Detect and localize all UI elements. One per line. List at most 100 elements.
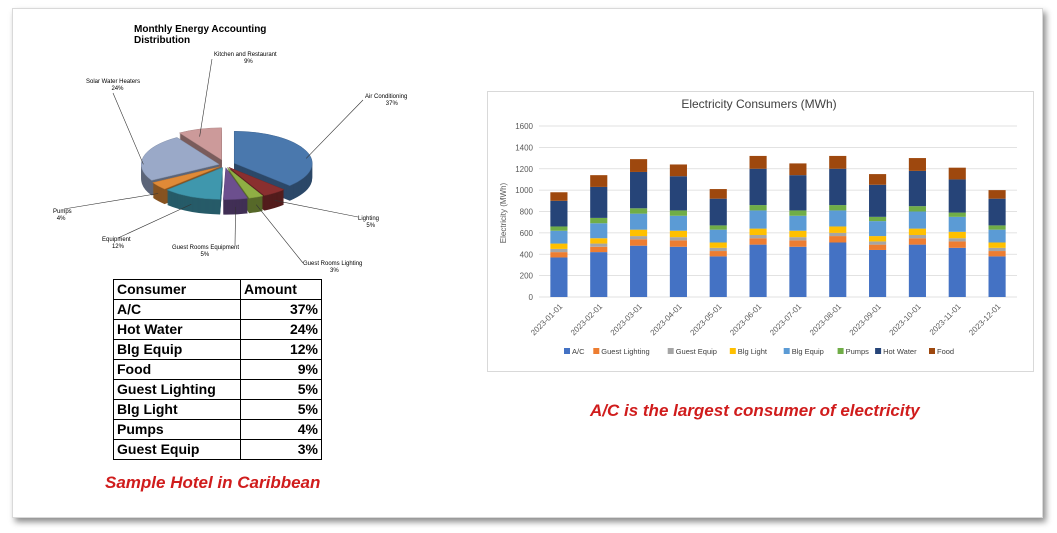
caption-largest-consumer: A/C is the largest consumer of electrici… — [590, 401, 920, 420]
bar-segment — [630, 208, 648, 214]
pie-category-label: Air Conditioning — [365, 94, 407, 100]
bar-segment — [988, 198, 1006, 226]
pie-leader-line — [274, 200, 359, 218]
pie-category-label: Equipment — [102, 237, 131, 243]
pie-category-label: Kitchen and Restaurant — [214, 52, 277, 58]
bar-segment — [669, 246, 687, 297]
bar-chart-title: Electricity Consumers (MWh) — [681, 97, 836, 111]
bar-segment — [709, 225, 727, 230]
bar-segment — [869, 221, 887, 237]
bar-segment — [869, 184, 887, 217]
bar-segment — [829, 232, 847, 237]
pie-slice — [233, 131, 313, 186]
bar-segment — [829, 155, 847, 169]
bar-segment — [948, 167, 966, 180]
pie-category-label: Solar Water Heaters — [86, 79, 140, 85]
bar-segment — [550, 252, 568, 258]
bar-segment — [550, 192, 568, 201]
bar-segment — [550, 257, 568, 297]
bar-segment — [669, 176, 687, 211]
stacked-bar-chart: Electricity Consumers (MWh) Electricity … — [499, 97, 1017, 356]
table-cell-amount: 12% — [240, 339, 322, 360]
bar-segment — [829, 168, 847, 206]
bar-segment — [630, 236, 648, 240]
pie-leader-line — [234, 206, 236, 246]
legend-swatch — [837, 348, 844, 354]
bar-segment — [789, 215, 807, 231]
bar-segment — [829, 226, 847, 233]
table-row: Hot Water 24% — [113, 319, 322, 340]
bar-segment — [749, 238, 767, 245]
bar-segment — [908, 158, 926, 171]
table-cell-amount: 9% — [240, 359, 322, 380]
bar-segment — [630, 159, 648, 172]
pie-leader-line — [117, 204, 192, 239]
bar-segment — [908, 211, 926, 229]
caption-sample-hotel: Sample Hotel in Caribbean — [105, 473, 321, 492]
bar-segment — [550, 226, 568, 231]
pie-category-label: Guest Rooms Equipment — [172, 245, 239, 251]
table-cell-amount: 5% — [240, 399, 322, 420]
bar-segment — [829, 205, 847, 211]
legend-label: Food — [937, 347, 954, 356]
bar-segment — [590, 252, 608, 297]
bar-segment — [948, 238, 966, 242]
y-tick-label: 1400 — [515, 143, 533, 152]
table-row: Guest Lighting 5% — [113, 379, 322, 400]
bar-segment — [709, 256, 727, 297]
x-tick-label: 2023-07-01 — [768, 302, 804, 338]
table-header-amount: Amount — [240, 279, 322, 300]
bar-segment — [948, 212, 966, 217]
legend-swatch — [729, 348, 736, 354]
bar-segment — [749, 228, 767, 236]
bar-segment — [749, 168, 767, 206]
legend-label: Hot Water — [883, 347, 917, 356]
table-cell-consumer: Pumps — [113, 419, 241, 440]
bar-segment — [948, 179, 966, 213]
bar-segment — [908, 238, 926, 245]
pie-slice — [178, 127, 222, 161]
table-cell-consumer: Guest Equip — [113, 439, 241, 460]
table-cell-consumer: A/C — [113, 299, 241, 320]
bar-segment — [869, 236, 887, 242]
x-tick-label: 2023-02-01 — [569, 302, 605, 338]
bar-segment — [590, 223, 608, 239]
legend-label: Pumps — [846, 347, 870, 356]
pie-leader-line — [63, 193, 159, 210]
bar-segment — [869, 244, 887, 250]
table-header-consumer: Consumer — [113, 279, 241, 300]
bar-segment — [789, 230, 807, 238]
pie-slice — [223, 166, 249, 200]
pie-leader-line — [305, 99, 364, 159]
legend-swatch — [783, 348, 790, 354]
bar-segment — [829, 242, 847, 297]
y-tick-label: 200 — [520, 272, 534, 281]
bar-segment — [669, 240, 687, 247]
bar-segment — [789, 175, 807, 211]
bar-segment — [550, 243, 568, 249]
bar-segment — [988, 256, 1006, 297]
bar-segment — [550, 248, 568, 253]
table-cell-consumer: Guest Lighting — [113, 379, 241, 400]
bar-segment — [550, 200, 568, 227]
bar-segment — [988, 190, 1006, 199]
y-tick-label: 800 — [520, 208, 534, 217]
pie-value-label: 37% — [386, 101, 399, 107]
table-cell-consumer: Food — [113, 359, 241, 380]
bar-segment — [988, 225, 1006, 230]
bar-segment — [669, 237, 687, 241]
legend-swatch — [593, 348, 600, 354]
x-tick-label: 2023-11-01 — [928, 302, 963, 337]
bar-segment — [789, 210, 807, 216]
bar-segment — [590, 186, 608, 218]
legend-swatch — [564, 348, 570, 354]
legend-label: Blg Equip — [792, 347, 824, 356]
x-tick-label: 2023-09-01 — [848, 302, 884, 338]
bar-segment — [829, 210, 847, 227]
bar-segment — [948, 241, 966, 248]
bar-segment — [709, 251, 727, 257]
bar-segment — [988, 229, 1006, 243]
x-tick-label: 2023-04-01 — [649, 302, 685, 338]
bar-segment — [789, 246, 807, 297]
